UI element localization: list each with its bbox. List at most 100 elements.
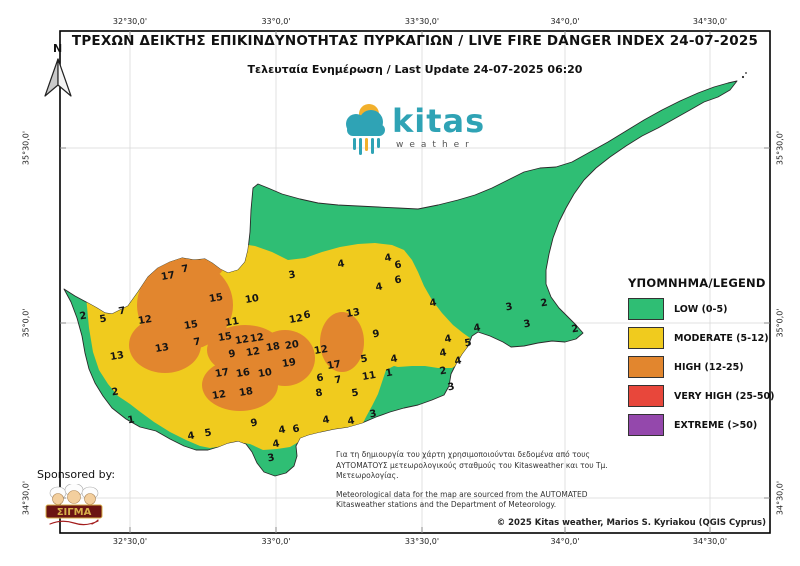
legend: ΥΠΟΜΝΗΜΑ/LEGEND LOW (0-5) MODERATE (5-12)… [628,276,793,443]
station-value: 2 [79,310,88,322]
station-value: 4 [390,353,399,365]
station-value: 11 [361,370,377,383]
legend-title: ΥΠΟΜΝΗΜΑ/LEGEND [628,276,766,290]
coordinate-tick-label: 32°30,0' [112,537,148,546]
station-value: 5 [464,337,473,349]
station-value: 12 [288,313,304,326]
station-value: 8 [315,387,324,399]
station-value: 12 [137,314,153,327]
coordinate-tick-label: 32°30,0' [112,17,148,26]
legend-swatch [628,356,664,378]
legend-item: HIGH (12-25) [628,356,793,378]
station-value: 12 [249,332,265,345]
station-value: 15 [183,319,199,332]
station-value: 3 [288,269,297,281]
station-value: 4 [187,430,196,442]
source-note-greek: Για τη δημιουργία του χάρτη χρησιμοποιού… [336,450,608,480]
station-value: 12 [234,334,250,347]
station-value: 4 [444,333,453,345]
legend-item: MODERATE (5-12) [628,327,793,349]
coordinate-tick-label: 34°30,0' [692,17,728,26]
station-value: 2 [439,365,448,377]
station-value: 12 [211,389,227,402]
coordinate-tick-label: 35°30,0' [21,130,31,166]
station-value: 4 [454,355,463,367]
station-value: 5 [99,313,108,325]
sigma-wordmark: ΣΙΓΜΑ [57,507,92,518]
kitas-cloud-icon [346,104,385,155]
station-value: 18 [265,341,281,354]
coordinate-tick-label: 34°0,0' [550,537,580,546]
legend-item: VERY HIGH (25-50) [628,385,793,407]
legend-item-label: MODERATE (5-12) [674,332,769,344]
station-value: 12 [245,346,261,359]
station-value: 1 [385,367,394,379]
high-zone [129,254,364,411]
legend-item: LOW (0-5) [628,298,793,320]
legend-swatch [628,414,664,436]
sigma-sponsor-logo: ΣΙΓΜΑ [45,484,103,526]
karpas-islet-dot [741,75,745,79]
station-value: 2 [540,297,549,309]
coordinate-tick-label: 33°0,0' [261,537,291,546]
karpas-islet-dot [745,72,747,74]
station-value: 7 [193,336,202,348]
coordinate-tick-label: 35°0,0' [775,308,785,338]
station-value: 13 [109,350,125,363]
coordinate-tick-label: 33°30,0' [404,537,440,546]
station-value: 6 [303,309,312,321]
coordinate-tick-label: 34°0,0' [550,17,580,26]
sponsored-by-label: Sponsored by: [37,468,116,481]
station-value: 2 [111,386,120,398]
station-value: 11 [224,316,240,329]
station-value: 3 [369,408,378,420]
station-value: 15 [208,292,224,305]
station-value: 7 [181,263,190,275]
station-value: 4 [278,424,287,436]
legend-item-label: EXTREME (>50) [674,419,758,431]
station-value: 7 [118,305,127,317]
station-value: 10 [244,293,260,306]
legend-swatch [628,298,664,320]
weather-wordmark: weather [396,140,475,150]
legend-swatch [628,385,664,407]
kitas-wordmark: kitas [392,102,486,140]
station-value: 3 [523,318,532,330]
station-value: 9 [372,328,381,340]
station-value: 15 [217,331,233,344]
station-value: 5 [360,353,369,365]
last-update-subtitle: Τελευταία Ενημέρωση / Last Update 24-07-… [247,63,583,76]
coordinate-tick-label: 35°0,0' [21,308,31,338]
station-value: 19 [281,357,297,370]
page-title: ΤΡΕΧΩΝ ΔΕΙΚΤΗΣ ΕΠΙΚΙΝΔΥΝΟΤΗΤΑΣ ΠΥΡΚΑΓΙΩΝ… [71,33,759,49]
source-note-english: Meteorological data for the map are sour… [336,489,588,510]
station-value: 7 [334,374,343,386]
station-value: 12 [313,344,329,357]
station-value: 6 [292,423,301,435]
station-value: 4 [429,297,438,309]
legend-swatch [628,327,664,349]
station-value: 13 [154,342,170,355]
station-value: 5 [351,387,360,399]
legend-item: EXTREME (>50) [628,414,793,436]
station-value: 18 [238,386,254,399]
station-value: 9 [228,348,237,360]
station-value: 17 [326,359,342,372]
station-value: 5 [204,427,213,439]
north-arrow-icon [44,58,72,97]
coordinate-tick-label: 34°30,0' [775,480,785,516]
station-value: 17 [214,367,230,380]
legend-item-label: LOW (0-5) [674,303,728,315]
source-notes: Για τη δημιουργία του χάρτη χρησιμοποιού… [336,450,636,519]
station-value: 4 [439,347,448,359]
station-value: 17 [160,270,176,283]
station-value: 20 [284,339,300,352]
station-value: 6 [394,274,403,286]
coordinate-tick-label: 35°30,0' [775,130,785,166]
station-value: 4 [473,322,482,334]
station-value: 16 [235,367,251,380]
coordinate-tick-label: 34°30,0' [692,537,728,546]
